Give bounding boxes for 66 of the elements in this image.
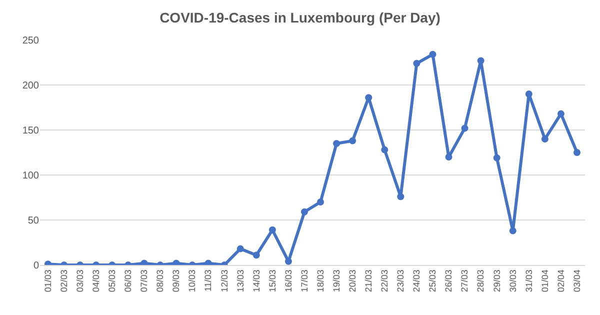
point	[349, 137, 356, 144]
point	[381, 146, 388, 154]
point	[429, 50, 436, 58]
point	[172, 260, 180, 265]
y-tick-label: 100	[22, 170, 40, 182]
chart-title: COVID-19-Cases in Luxembourg (Per Day)	[160, 9, 440, 26]
x-tick-label: 21/03	[364, 270, 374, 292]
point	[573, 149, 580, 156]
x-tick-label: 11/03	[203, 270, 214, 292]
point	[445, 154, 452, 160]
point	[397, 193, 404, 200]
x-tick-label: 20/03	[347, 270, 358, 292]
point	[477, 57, 484, 64]
x-tick-label: 26/03	[444, 270, 454, 292]
x-tick-label: 31/03	[524, 270, 534, 292]
x-tick-label: 06/03	[123, 270, 134, 292]
y-tick-label: 150	[22, 126, 40, 136]
x-tick-label: 13/03	[235, 270, 246, 292]
x-tick-label: 23/03	[396, 270, 406, 292]
point	[557, 110, 564, 118]
x-tick-label: 15/03	[267, 270, 278, 292]
x-tick-label: 16/03	[283, 270, 294, 292]
x-tick-label: 14/03	[251, 270, 262, 292]
x-tick-label: 17/03	[299, 270, 310, 292]
point	[284, 258, 292, 265]
point	[365, 94, 372, 102]
x-tick-label: 24/03	[412, 270, 422, 292]
x-tick-label: 27/03	[460, 270, 470, 292]
x-tick-label: 28/03	[476, 270, 486, 292]
point	[140, 260, 148, 265]
x-tick-label: 12/03	[219, 270, 230, 292]
y-tick-label: 200	[22, 80, 40, 92]
point	[413, 60, 420, 67]
x-tick-label: 29/03	[492, 270, 502, 292]
point	[317, 198, 324, 206]
point	[333, 140, 340, 147]
y-tick-label: 0	[33, 260, 40, 272]
x-tick-label: 09/03	[171, 270, 182, 292]
x-tick-label: 25/03	[428, 270, 438, 292]
x-tick-label: 22/03	[380, 270, 390, 292]
point	[300, 208, 308, 216]
point	[461, 124, 468, 132]
x-tick-label: 01/04	[540, 270, 550, 292]
y-tick-label: 50	[28, 216, 40, 226]
x-tick-label: 18/03	[315, 270, 326, 292]
point	[204, 260, 212, 265]
x-tick-label: 02/03	[58, 270, 69, 292]
point	[493, 154, 500, 162]
x-tick-label: 10/03	[187, 270, 198, 292]
x-tick-label: 03/04	[572, 270, 582, 292]
x-tick-label: 07/03	[139, 270, 150, 292]
point	[252, 252, 260, 259]
point	[268, 226, 276, 234]
x-tick-label: 02/04	[556, 270, 566, 292]
x-tick-label: 08/03	[155, 270, 166, 292]
x-tick-label: 01/03	[42, 270, 53, 292]
point	[525, 90, 532, 98]
point	[541, 136, 548, 142]
x-tick-label: 04/03	[91, 270, 102, 292]
x-tick-label: 30/03	[508, 270, 518, 292]
point	[236, 245, 244, 252]
y-tick-label: 250	[22, 36, 40, 46]
x-tick-label: 19/03	[331, 270, 342, 292]
x-tick-label: 05/03	[107, 270, 118, 292]
point	[509, 227, 516, 234]
x-tick-label: 03/03	[74, 270, 85, 292]
